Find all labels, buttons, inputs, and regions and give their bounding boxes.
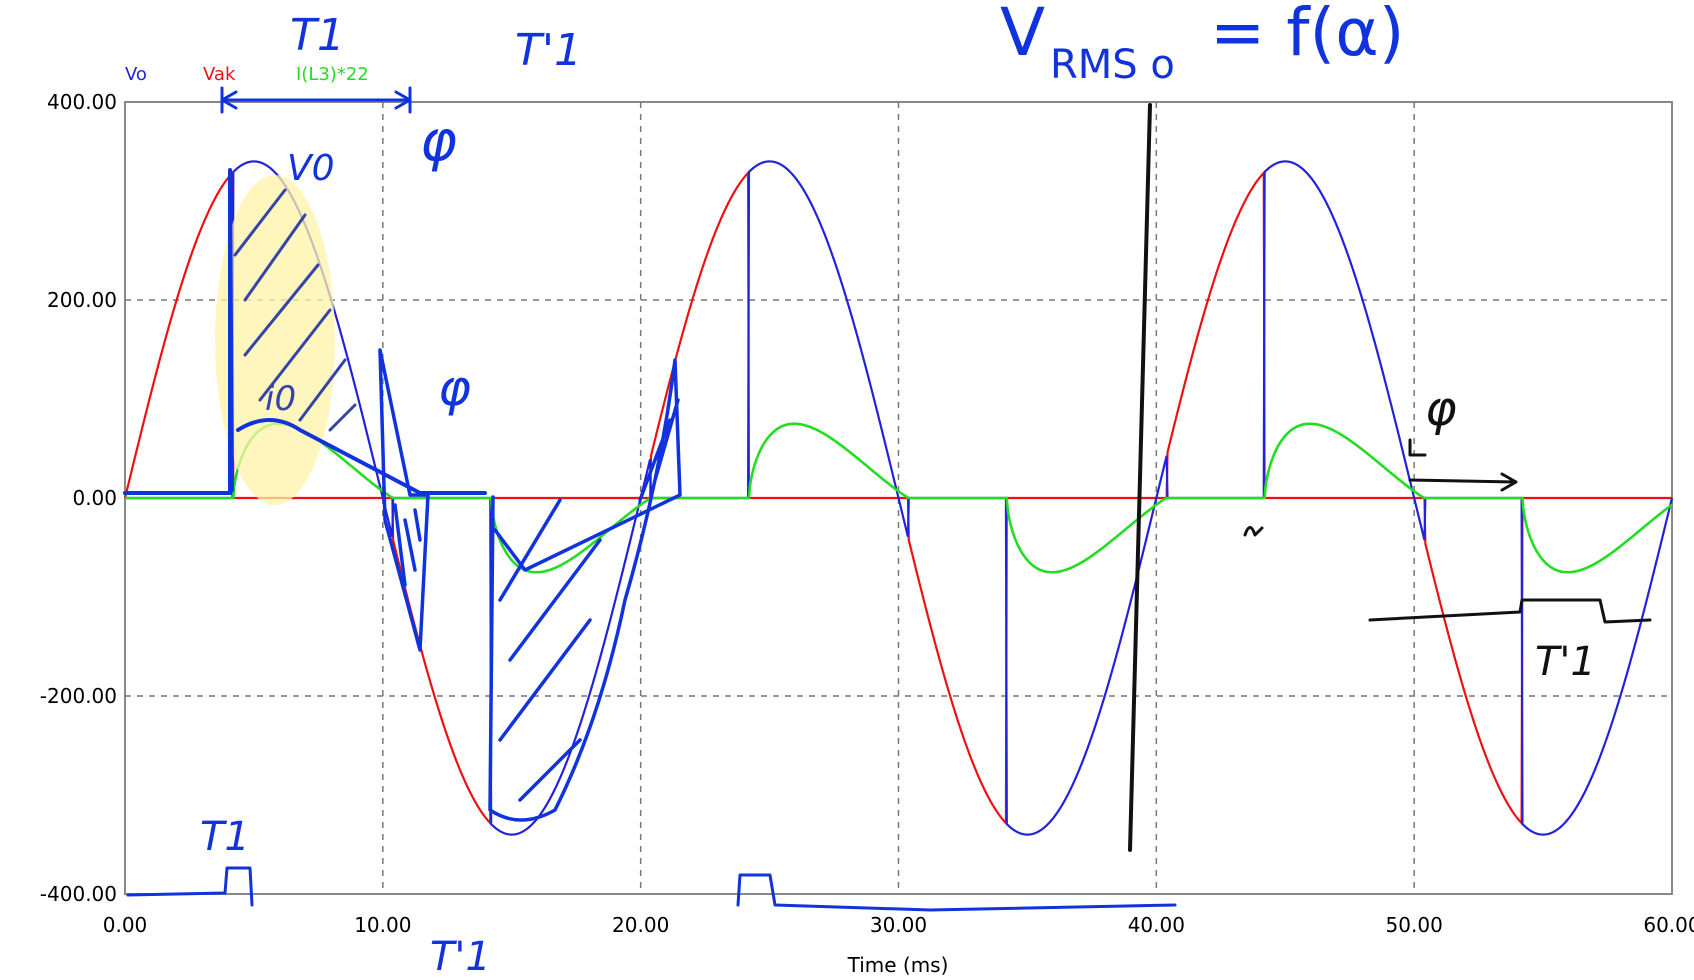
- y-tick-label: 200.00: [47, 288, 117, 312]
- legend-vo: Vo: [125, 64, 147, 85]
- x-tick-label: 30.00: [870, 913, 927, 937]
- y-tick-label: 0.00: [72, 486, 117, 510]
- legend: Vo Vak I(L3)*22: [125, 64, 369, 85]
- marker-line: [1128, 103, 1152, 852]
- annot-formula: V: [1000, 0, 1045, 71]
- x-tick-label: 50.00: [1386, 913, 1443, 937]
- annot-phi-2: φ: [438, 359, 471, 417]
- phi-arrow: [1408, 438, 1518, 492]
- sketch-current: [123, 168, 487, 495]
- annot-formula-sub: RMS o: [1050, 42, 1175, 88]
- annot-t1: T1: [290, 10, 345, 61]
- yellow-highlight: [215, 175, 335, 505]
- annot-t1prime: T'1: [515, 25, 582, 76]
- hatch-lines-1: [233, 188, 357, 432]
- annot-t1-bottom: T1: [200, 814, 250, 860]
- y-tick-labels: 400.00 200.00 0.00 -200.00 -400.00: [40, 90, 117, 906]
- annot-t1prime-right: T'1: [1535, 639, 1596, 685]
- x-tick-labels: 0.00 10.00 20.00 30.00 40.00 50.00 60.00: [103, 913, 1694, 937]
- small-mark: [1243, 526, 1264, 537]
- x-axis-title: Time (ms): [847, 953, 949, 977]
- annot-formula-rest: = f(α): [1210, 0, 1405, 71]
- annot-i0: i0: [265, 379, 296, 419]
- x-tick-label: 60.00: [1643, 913, 1694, 937]
- legend-vak: Vak: [203, 64, 236, 85]
- annot-t1prime-bottom: T'1: [430, 934, 491, 980]
- annot-phi: φ: [420, 109, 457, 174]
- sketch-negative-lobe: [378, 348, 430, 652]
- x-tick-label: 10.00: [354, 913, 411, 937]
- legend-il3: I(L3)*22: [296, 64, 369, 85]
- y-tick-label: -200.00: [40, 684, 117, 708]
- annot-v0: V0: [287, 148, 335, 189]
- y-tick-label: 400.00: [47, 90, 117, 114]
- y-tick-label: -400.00: [40, 882, 117, 906]
- x-tick-label: 0.00: [103, 913, 148, 937]
- annot-phi-3: φ: [1425, 381, 1457, 437]
- pulse-trace-bottom: [126, 866, 1177, 912]
- x-tick-label: 40.00: [1128, 913, 1185, 937]
- x-tick-label: 20.00: [612, 913, 669, 937]
- handwritten-annotations: V RMS o = f(α) T1 T'1 φ V0 i0 φ φ T1 T'1…: [123, 0, 1652, 980]
- sketch-negative-big: [488, 358, 682, 822]
- pulse-trace-right: [1368, 598, 1652, 624]
- period-bracket: [220, 86, 412, 114]
